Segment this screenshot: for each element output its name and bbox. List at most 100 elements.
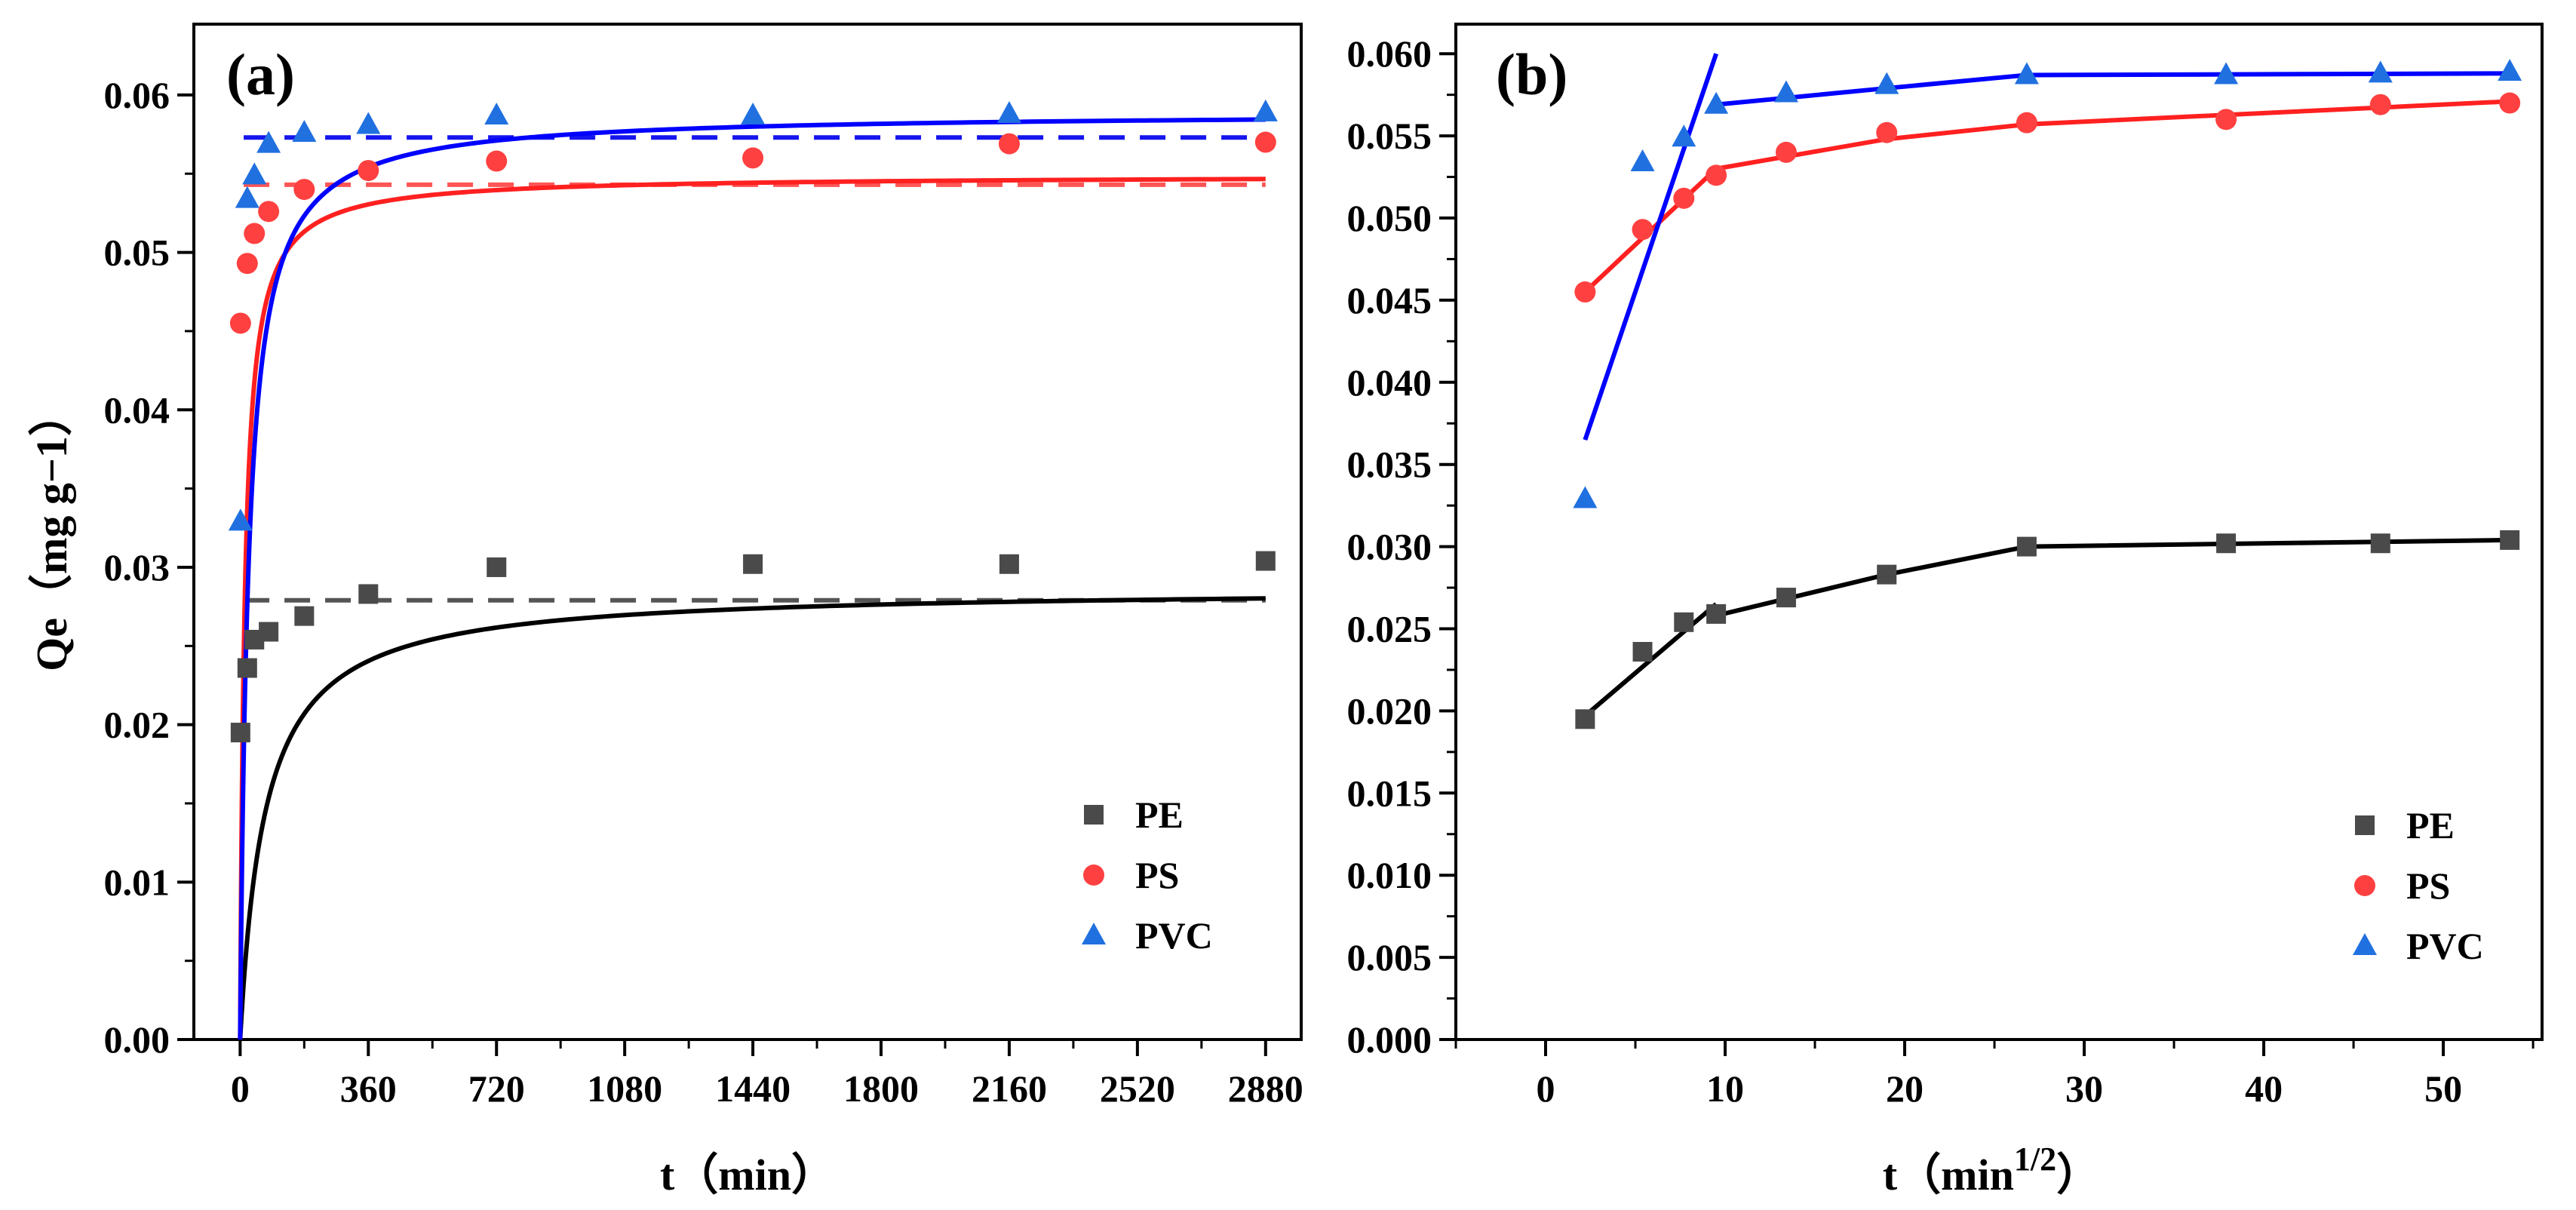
x-axis-title-b-main: t（min bbox=[1883, 1150, 2014, 1199]
y-tick-label: 0.040 bbox=[1347, 361, 1432, 404]
data-point-ps bbox=[236, 253, 258, 275]
pso-fit-ps bbox=[238, 177, 1266, 1040]
legend-label-pvc: PVC bbox=[1135, 914, 1213, 957]
data-point-pvc bbox=[356, 112, 381, 134]
x-tick-label: 50 bbox=[2424, 1067, 2462, 1110]
data-points-a bbox=[228, 99, 1278, 743]
y-tick-label: 0.03 bbox=[104, 546, 170, 588]
data-point-pe bbox=[1706, 603, 1727, 624]
data-point-pe bbox=[743, 554, 763, 574]
data-point-ps bbox=[742, 147, 764, 169]
data-point-ps bbox=[244, 223, 266, 244]
data-point-pe bbox=[294, 606, 315, 626]
data-point-ps bbox=[358, 160, 379, 182]
y-tick-label: 0.06 bbox=[104, 74, 170, 116]
data-point-ps bbox=[1254, 131, 1276, 153]
data-point-pe bbox=[487, 557, 507, 577]
x-axis-title-b-sup: 1/2 bbox=[2014, 1141, 2056, 1178]
x-tick-label: 20 bbox=[1886, 1067, 1924, 1110]
data-point-ps bbox=[2499, 92, 2521, 114]
data-point-pe bbox=[2370, 533, 2390, 554]
intraparticle-fit-pe-2 bbox=[1715, 537, 2510, 618]
legend-label-ps: PS bbox=[1135, 854, 1179, 896]
data-point-pe bbox=[2016, 536, 2037, 557]
legend-label-pvc: PVC bbox=[2406, 925, 2484, 967]
data-point-pe bbox=[1575, 709, 1595, 729]
data-point-ps bbox=[1632, 219, 1653, 241]
y-tick-label: 0.04 bbox=[104, 388, 170, 431]
data-point-pe bbox=[1674, 612, 1694, 632]
data-point-ps bbox=[2016, 112, 2037, 134]
x-tick-label: 1080 bbox=[587, 1067, 662, 1110]
legend-label-pe: PE bbox=[1135, 794, 1184, 836]
data-point-pvc bbox=[292, 119, 317, 142]
data-point-pe bbox=[1255, 551, 1276, 571]
y-tick-label: 0.025 bbox=[1347, 608, 1432, 650]
legend-label-pe: PE bbox=[2406, 804, 2455, 846]
y-tick-label: 0.010 bbox=[1347, 854, 1432, 896]
data-point-pe bbox=[2500, 530, 2520, 550]
legend-marker-pvc bbox=[2353, 933, 2377, 955]
data-point-pe bbox=[230, 723, 250, 743]
x-tick-label: 10 bbox=[1706, 1067, 1744, 1110]
data-point-ps bbox=[293, 179, 315, 201]
data-point-pvc bbox=[256, 131, 281, 153]
y-tick-label: 0.060 bbox=[1347, 32, 1432, 75]
data-point-ps bbox=[229, 312, 251, 334]
data-point-pvc bbox=[1773, 80, 1798, 103]
x-tick-label: 360 bbox=[340, 1067, 397, 1110]
data-point-pvc bbox=[235, 186, 259, 208]
legend-marker-pe bbox=[2355, 815, 2375, 835]
y-tick-label: 0.030 bbox=[1347, 526, 1432, 568]
panel-a: 0 360 720 1080 1440 1800 2160 2520 2880 0.00 0.01 0… bbox=[27, 23, 1303, 1199]
fit-curves-a bbox=[238, 117, 1266, 1040]
y-tick-label: 0.02 bbox=[104, 704, 170, 746]
intraparticle-fit-pvc-1 bbox=[1583, 53, 1718, 441]
x-tick-label: 1800 bbox=[843, 1067, 919, 1110]
legend-label-ps: PS bbox=[2406, 865, 2450, 907]
data-point-ps bbox=[2215, 109, 2237, 131]
data-point-pe bbox=[2216, 533, 2237, 554]
y-tick-label: 0.035 bbox=[1347, 444, 1432, 486]
axis-ticks-a: 0 360 720 1080 1440 1800 2160 2520 2880 0.00 0.01 0… bbox=[104, 74, 1303, 1110]
x-tick-label: 1440 bbox=[715, 1067, 791, 1110]
x-axis-title-b: t（min1/2） bbox=[1883, 1141, 2100, 1199]
x-tick-label: 2880 bbox=[1228, 1067, 1303, 1110]
x-axis-title-a: t（min） bbox=[660, 1150, 835, 1199]
data-point-pe bbox=[237, 658, 257, 678]
x-axis-title-b-end: ） bbox=[2056, 1150, 2100, 1199]
data-point-pvc bbox=[2014, 62, 2039, 84]
x-tick-label: 2160 bbox=[972, 1067, 1047, 1110]
legend-marker-ps bbox=[2354, 875, 2375, 896]
y-axis-title-a-text: Qe（mg g−1） bbox=[27, 392, 76, 671]
panel-b: 0 10 20 30 40 50 0.000 0.005 0.010 0.015 0.020 0.02… bbox=[1347, 23, 2544, 1199]
data-point-pvc bbox=[2214, 62, 2239, 84]
intraparticle-fit-ps-2 bbox=[1715, 99, 2510, 171]
data-point-ps bbox=[998, 133, 1020, 155]
panel-label-a: (a) bbox=[226, 41, 295, 107]
data-point-pe bbox=[1632, 641, 1653, 662]
legend-marker-ps bbox=[1083, 865, 1104, 886]
y-tick-label: 0.045 bbox=[1347, 279, 1432, 321]
data-point-ps bbox=[1706, 164, 1727, 186]
panel-label-b: (b) bbox=[1496, 41, 1567, 107]
data-point-ps bbox=[1673, 187, 1695, 209]
data-point-ps bbox=[1876, 121, 1898, 143]
y-tick-label: 0.05 bbox=[104, 232, 170, 274]
x-tick-label: 720 bbox=[468, 1067, 525, 1110]
data-point-pvc bbox=[1874, 72, 1899, 94]
axis-ticks-b: 0 10 20 30 40 50 0.000 0.005 0.010 0.015 0.020 0.02… bbox=[1347, 32, 2535, 1110]
y-tick-label: 0.000 bbox=[1347, 1018, 1432, 1061]
y-tick-label: 0.005 bbox=[1347, 936, 1432, 978]
x-tick-label: 30 bbox=[2065, 1067, 2103, 1110]
y-tick-label: 0.050 bbox=[1347, 197, 1432, 239]
legend-b: PE PS PVC bbox=[2353, 804, 2484, 967]
data-point-ps bbox=[1775, 141, 1797, 163]
y-axis-title-a: Qe（mg g−1） bbox=[27, 392, 76, 671]
data-point-pe bbox=[259, 622, 279, 642]
pso-fit-pvc bbox=[238, 117, 1266, 1040]
y-tick-label: 0.015 bbox=[1347, 772, 1432, 814]
data-point-pvc bbox=[2368, 60, 2393, 83]
